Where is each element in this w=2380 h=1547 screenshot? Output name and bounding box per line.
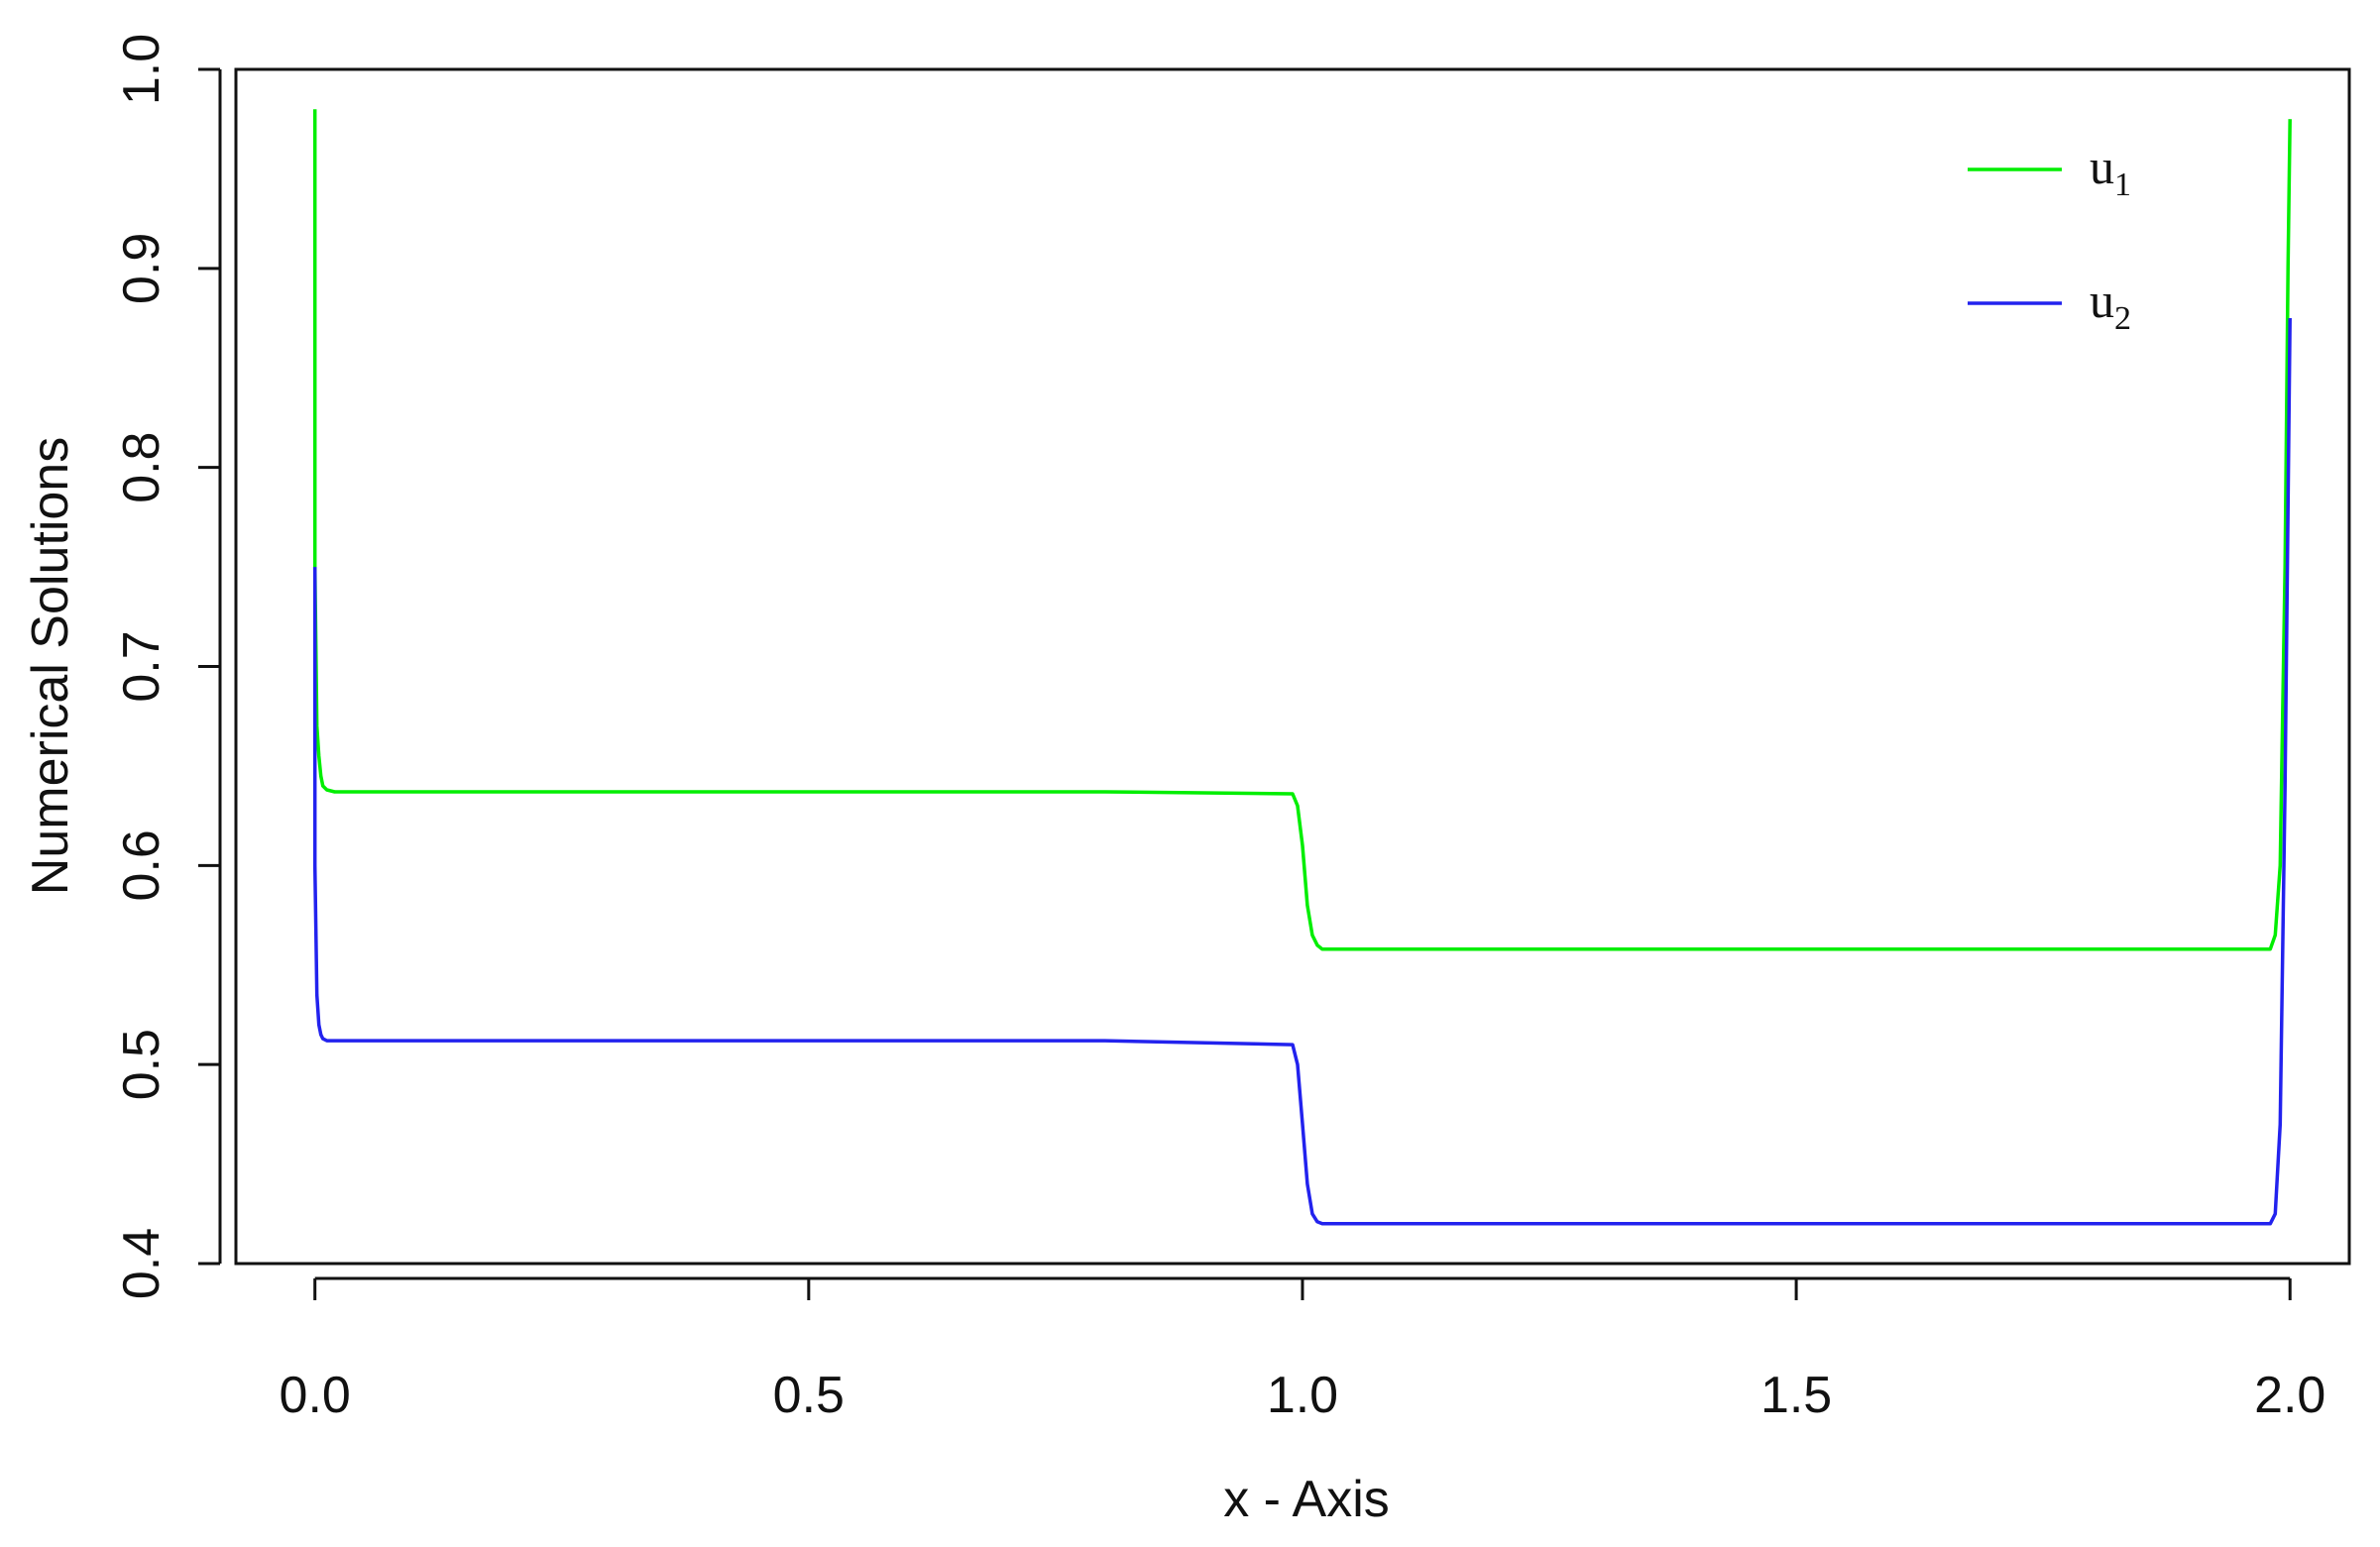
x-tick-label: 1.5 xyxy=(1760,1367,1832,1424)
x-tick-label: 0.5 xyxy=(773,1367,845,1424)
y-tick-label: 0.4 xyxy=(113,1228,170,1299)
y-tick-label: 1.0 xyxy=(113,34,170,105)
legend: u1 u2 xyxy=(1968,139,2131,337)
x-axis: 0.0 0.5 1.0 1.5 2.0 xyxy=(280,1276,2325,1424)
y-axis-title: Numerical Solutions xyxy=(22,437,79,895)
series-line-u2 xyxy=(312,317,2292,1226)
y-tick-label: 0.9 xyxy=(113,233,170,304)
y-tick-label: 0.6 xyxy=(113,829,170,901)
legend-label-u1: u1 xyxy=(2090,139,2131,203)
series-line-u1 xyxy=(312,109,2292,951)
y-tick-label: 0.8 xyxy=(113,432,170,503)
x-tick-label: 1.0 xyxy=(1267,1367,1338,1424)
x-axis-title: x - Axis xyxy=(1223,1471,1390,1528)
x-tick-label: 0.0 xyxy=(280,1367,351,1424)
y-tick-label: 0.5 xyxy=(113,1029,170,1100)
legend-label-u2: u2 xyxy=(2090,273,2131,337)
plot-frame xyxy=(234,67,2351,1266)
y-tick-label: 0.7 xyxy=(113,630,170,702)
x-tick-label: 2.0 xyxy=(2254,1367,2325,1424)
y-axis: 0.4 0.5 0.6 0.7 0.8 0.9 1.0 xyxy=(113,34,222,1299)
series-layer xyxy=(312,109,2292,1226)
